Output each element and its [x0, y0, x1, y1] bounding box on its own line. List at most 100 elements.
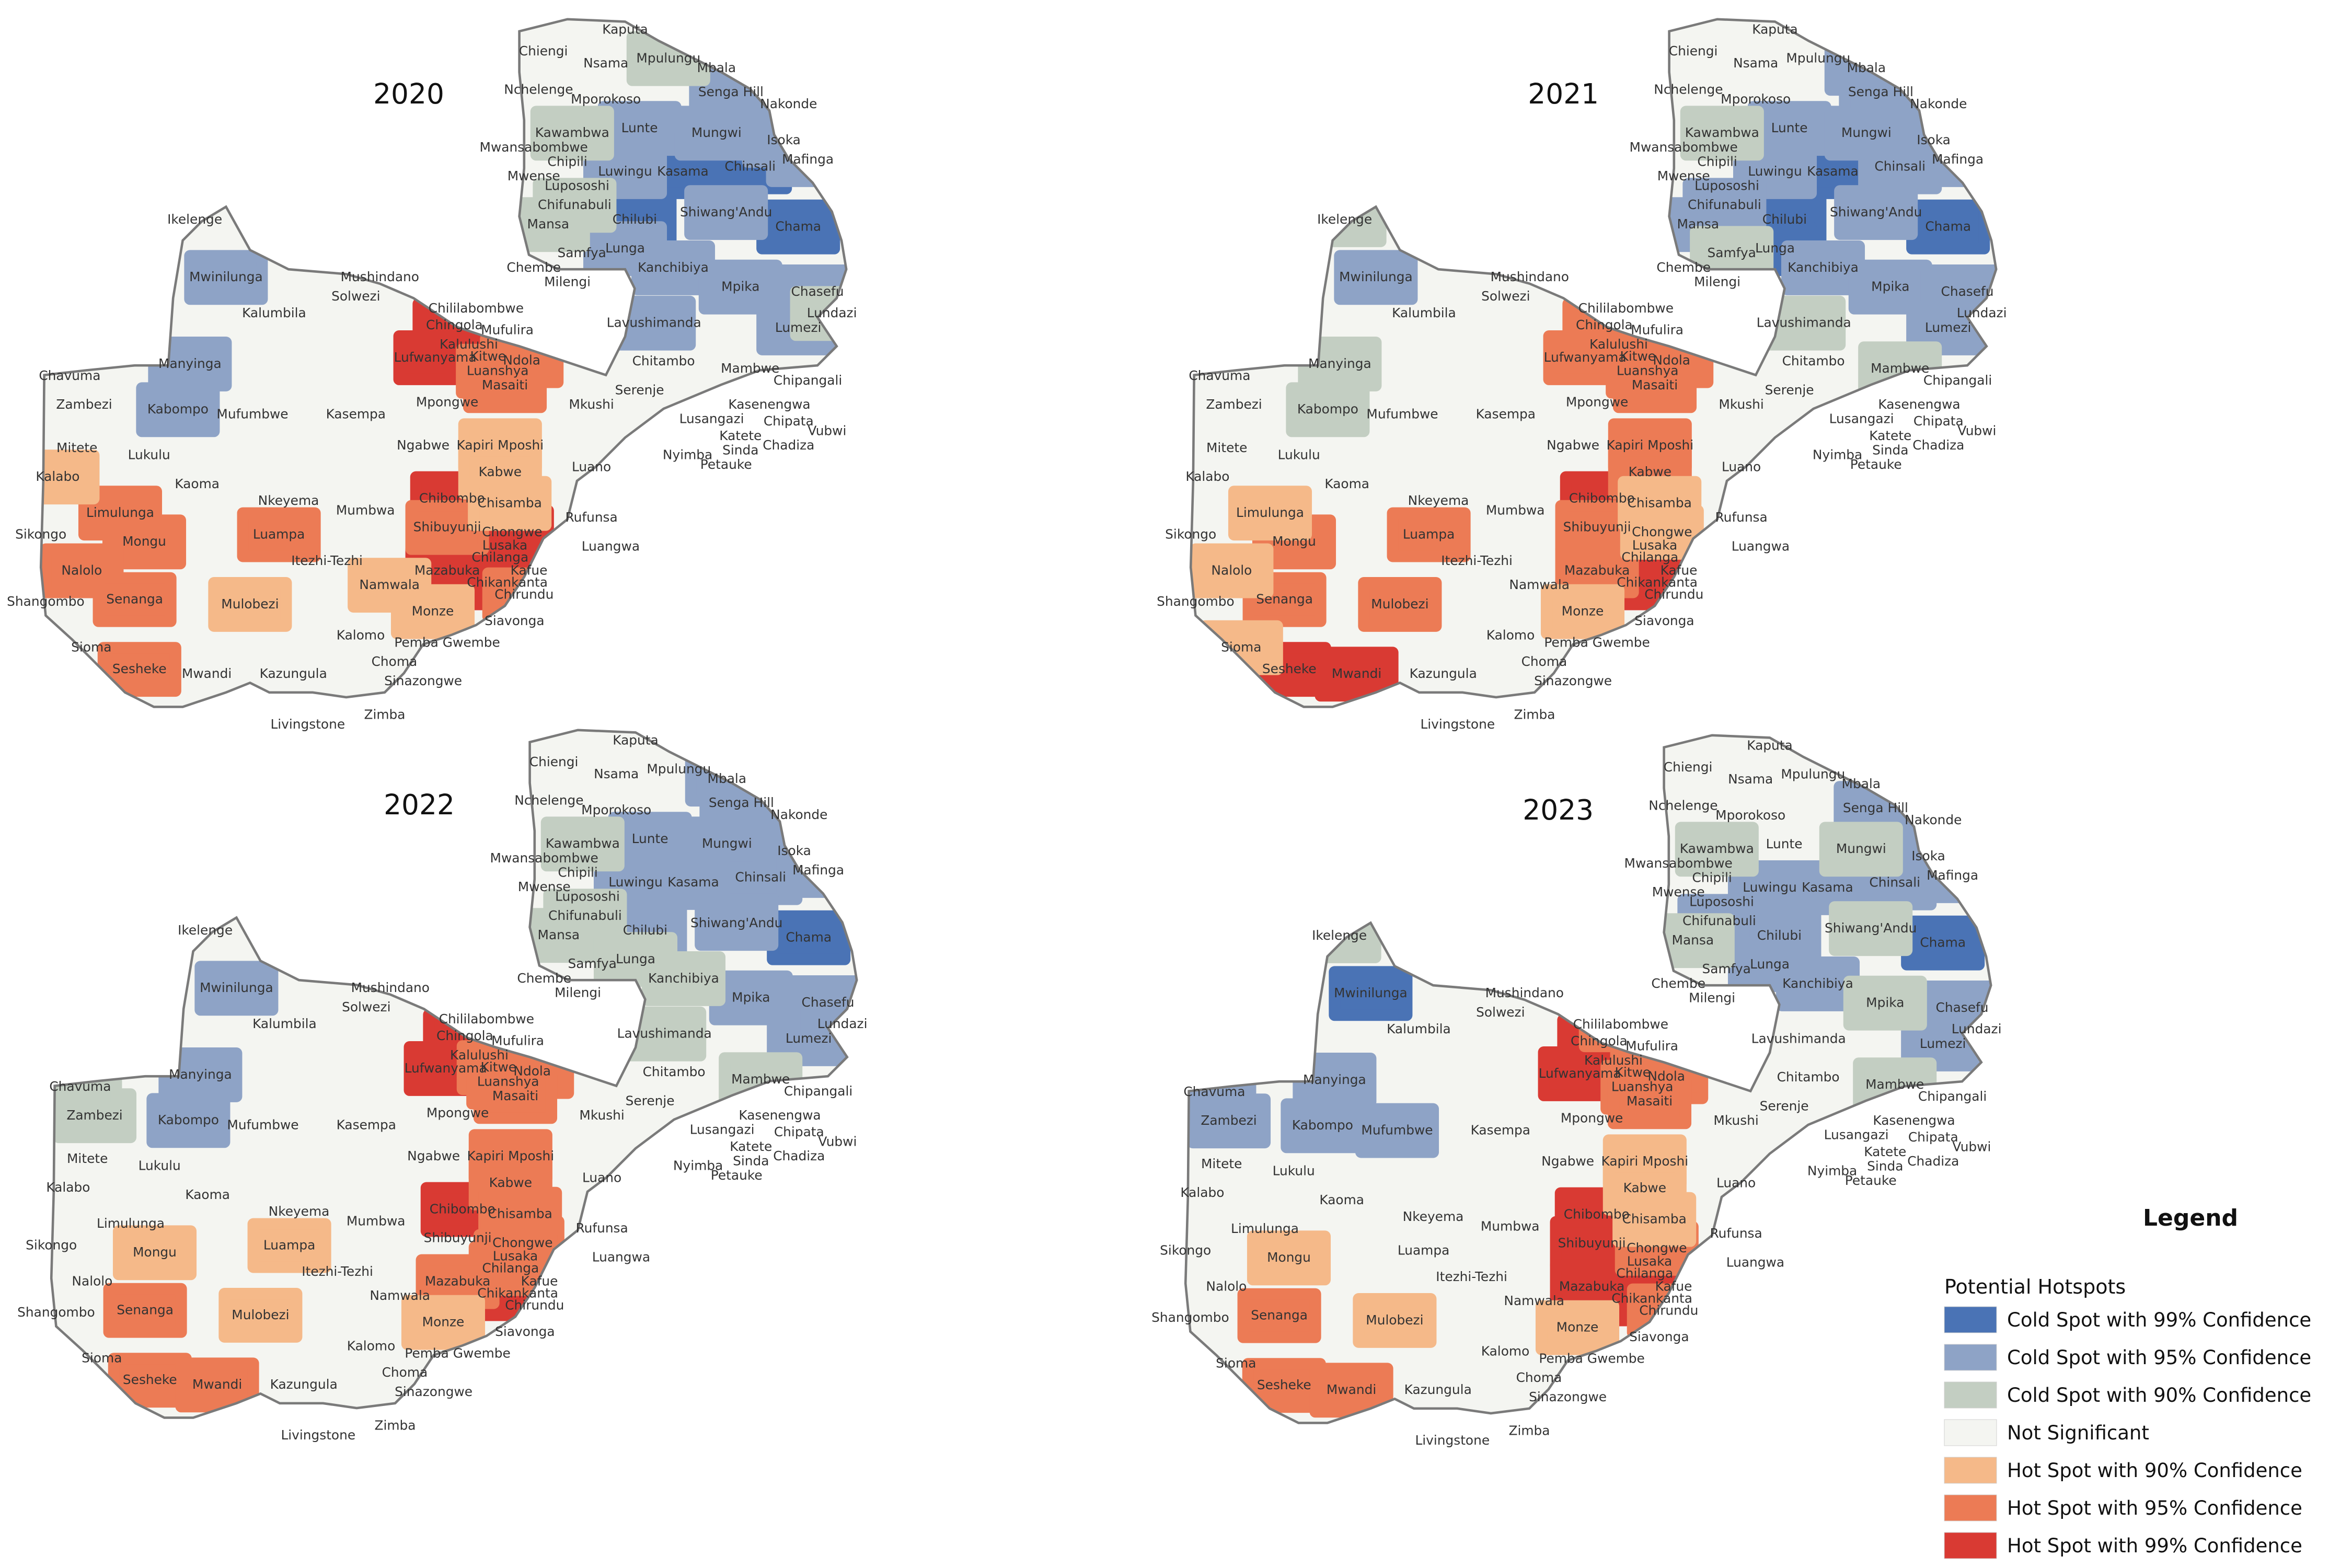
- district-label: Sioma: [1221, 640, 1261, 655]
- district-label: Mufulira: [1625, 1038, 1678, 1053]
- district-senanga: [1237, 1288, 1321, 1343]
- district-label: Sinda: [1872, 442, 1908, 457]
- district-label: Isoka: [1917, 132, 1951, 147]
- district-label: Kasempa: [1471, 1122, 1530, 1137]
- district-label: Katete: [1864, 1144, 1906, 1159]
- district-label: Mambwe: [731, 1071, 790, 1087]
- district-label: Chirundu: [1644, 586, 1703, 602]
- district-label: Lavushimanda: [607, 315, 701, 330]
- district-label: Mungwi: [702, 836, 752, 851]
- district-label: Chipata: [1913, 413, 1964, 429]
- district-label: Ikelenge: [1317, 212, 1372, 227]
- district-label: Shangombo: [7, 594, 85, 609]
- district-shiwang-andu: [1834, 185, 1918, 240]
- district-label: Chifunabuli: [548, 908, 622, 923]
- district-label: Lumezi: [786, 1031, 832, 1046]
- district-mongu: [1247, 1230, 1331, 1286]
- district-label: Kalabo: [46, 1180, 90, 1195]
- district-label: Kaoma: [1324, 476, 1369, 491]
- district-label: Luangwa: [1732, 538, 1790, 554]
- district-masaiti: [473, 1069, 558, 1124]
- district-label: Kalabo: [36, 469, 79, 484]
- district-label: Serenje: [1760, 1098, 1809, 1113]
- district-label: Mwandi: [1327, 1382, 1376, 1397]
- district-label: Zambezi: [66, 1108, 122, 1123]
- district-label: Chikankanta: [477, 1285, 558, 1300]
- district-label: Sinazongwe: [384, 673, 462, 688]
- district-label: Chiengi: [1669, 43, 1718, 59]
- legend-item-label: Hot Spot with 95% Confidence: [2007, 1497, 2302, 1519]
- district-label: Chiengi: [519, 43, 568, 59]
- district-label: Zambezi: [56, 397, 112, 412]
- legend-swatch: [1944, 1381, 1997, 1409]
- district-label: Kanchibiya: [1782, 976, 1853, 991]
- district-label: Chinsali: [724, 159, 776, 174]
- district-label: Mwansabombwe: [480, 140, 588, 155]
- district-kanchibiya: [641, 951, 726, 1006]
- district-mulobezi: [208, 577, 292, 632]
- district-label: Nalolo: [72, 1273, 112, 1288]
- district-label: Lunga: [616, 951, 655, 966]
- district-label: Monze: [1562, 604, 1604, 619]
- district-label: Chongwe: [1627, 1240, 1687, 1255]
- district-label: Mwinilunga: [1334, 985, 1408, 1000]
- district-label: Lusangazi: [690, 1122, 755, 1137]
- district-label: Nalolo: [1206, 1278, 1247, 1294]
- district-mufumbwe: [1355, 1103, 1439, 1158]
- district-label: Luanshya: [477, 1074, 539, 1089]
- district-label: Livingstone: [281, 1427, 355, 1443]
- district-label: Chavuma: [1189, 368, 1250, 383]
- district-label: Zimba: [364, 707, 405, 722]
- district-label: Chipili: [547, 154, 587, 169]
- district-label: Milengi: [1689, 990, 1735, 1005]
- year-title: 2023: [1523, 793, 1594, 826]
- district-kawambwa: [1675, 822, 1759, 877]
- district-label: Chililabombwe: [429, 301, 524, 316]
- district-label: Pemba Gwembe: [1539, 1351, 1644, 1366]
- district-label: Mungwi: [1841, 125, 1892, 140]
- district-label: Ikelenge: [167, 212, 222, 227]
- district-label: Mufumbwe: [1361, 1122, 1433, 1137]
- district-label: Mpulungu: [647, 762, 711, 777]
- district-label: Senanga: [117, 1302, 174, 1318]
- district-label: Chipangali: [784, 1083, 852, 1099]
- district-label: Mansa: [527, 216, 570, 232]
- district-label: Kaoma: [185, 1187, 230, 1202]
- legend-subtitle: Potential Hotspots: [1944, 1275, 2126, 1298]
- district-label: Nakonde: [770, 807, 827, 822]
- district-label: Mbala: [697, 60, 736, 75]
- district-label: Namwala: [1509, 577, 1570, 592]
- district-label: Mpika: [732, 990, 770, 1005]
- district-label: Lunga: [1755, 240, 1795, 256]
- district-label: Mwense: [1657, 168, 1710, 183]
- district-label: Monze: [1557, 1320, 1599, 1335]
- district-label: Lupososhi: [1694, 178, 1759, 193]
- district-label: Nakonde: [1910, 96, 1967, 111]
- district-label: Shangombo: [1151, 1310, 1229, 1325]
- district-label: Mpika: [721, 279, 759, 294]
- district-label: Mbala: [1847, 60, 1886, 75]
- district-label: Petauke: [1850, 457, 1902, 472]
- district-label: Chadiza: [763, 437, 814, 453]
- district-label: Lufwanyama: [1544, 350, 1627, 365]
- district-label: Livingstone: [1415, 1433, 1490, 1448]
- district-label: Sinazongwe: [395, 1384, 472, 1399]
- district-label: Kabompo: [1297, 401, 1358, 417]
- district-label: Shibuyunji: [413, 520, 481, 535]
- district-label: Nchelenge: [514, 792, 583, 808]
- district-label: Chibombo: [1569, 490, 1635, 505]
- district-label: Petauke: [711, 1168, 763, 1183]
- district-luampa: [247, 1218, 331, 1273]
- year-title: 2020: [373, 77, 444, 110]
- district-label: Vubwi: [808, 423, 846, 439]
- district-label: Chembe: [1651, 976, 1705, 991]
- district-label: Kafue: [511, 562, 548, 578]
- district-label: Mwandi: [182, 666, 232, 681]
- district-label: Chirundu: [494, 586, 554, 602]
- district-label: Chilubi: [613, 212, 657, 227]
- district-label: Kalulushi: [440, 337, 498, 352]
- district-label: Kabompo: [147, 401, 209, 417]
- district-label: Siavonga: [485, 613, 544, 628]
